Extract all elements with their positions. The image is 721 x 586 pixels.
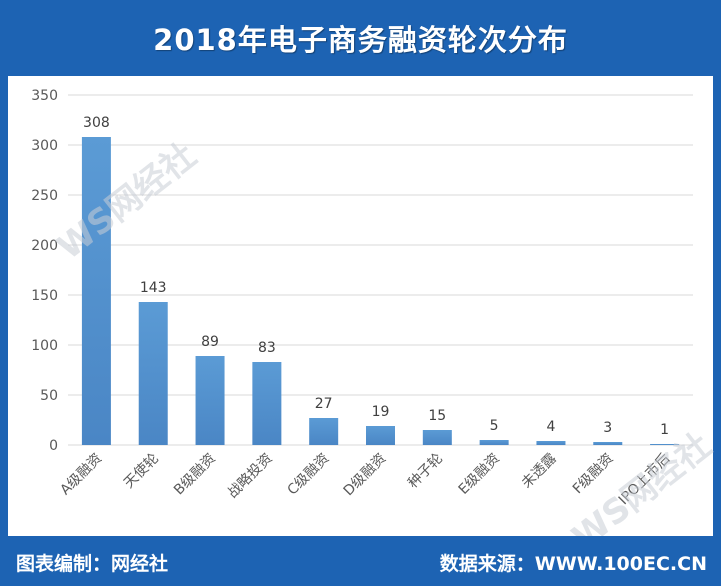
data-label: 15 — [428, 408, 446, 424]
bar — [81, 137, 111, 445]
y-tick-label: 0 — [49, 438, 58, 454]
x-tick-label: 天使轮 — [120, 450, 162, 492]
x-tick-label: C级融资 — [285, 451, 333, 499]
bar — [422, 430, 452, 445]
x-tick-label: B级融资 — [171, 451, 219, 499]
y-tick-label: 300 — [31, 138, 58, 154]
y-tick-label: 50 — [40, 388, 58, 404]
bar-chart: 050100150200250300350308A级融资143天使轮89B级融资… — [31, 88, 693, 508]
bar — [309, 418, 339, 445]
bar — [366, 426, 395, 445]
data-label: 5 — [490, 418, 499, 434]
data-label: 1 — [660, 422, 669, 438]
y-tick-label: 250 — [31, 188, 58, 204]
data-label: 4 — [546, 419, 555, 435]
x-tick-label: A级融资 — [57, 451, 105, 499]
chart-title: 2018年电子商务融资轮次分布 — [153, 23, 568, 57]
footer: 图表编制：网经社 数据来源：WWW.100EC.CN — [0, 536, 721, 586]
bar — [138, 302, 168, 445]
y-tick-label: 350 — [31, 88, 58, 104]
bar — [252, 362, 282, 445]
x-tick-label: 未透露 — [519, 451, 560, 492]
data-label: 308 — [83, 115, 110, 131]
bar — [536, 441, 566, 445]
x-tick-label: 种子轮 — [405, 451, 446, 492]
data-label: 89 — [201, 334, 219, 350]
bar — [479, 440, 509, 445]
data-label: 143 — [140, 280, 167, 296]
y-tick-label: 150 — [31, 288, 58, 304]
plot-area: 0 50 100 150 200 250 300 350 308 A级融资 143 天使轮 89 B级融资… — [8, 76, 713, 536]
data-label: 27 — [315, 396, 333, 412]
bar — [593, 442, 623, 445]
footer-source: 数据来源：WWW.100EC.CN — [439, 553, 707, 575]
x-tick-label: D级融资 — [341, 451, 390, 500]
x-tick-label: E级融资 — [456, 451, 503, 498]
data-label: 3 — [603, 420, 612, 436]
data-label: 83 — [258, 340, 276, 356]
bar — [195, 356, 225, 445]
y-tick-label: 100 — [31, 338, 58, 354]
y-tick-label: 200 — [31, 238, 58, 254]
header: 2018年电子商务融资轮次分布 — [0, 0, 721, 76]
data-label: 19 — [372, 404, 390, 420]
footer-credit: 图表编制：网经社 — [16, 553, 169, 575]
x-tick-label: 战略投资 — [225, 451, 276, 502]
bar — [650, 444, 680, 445]
